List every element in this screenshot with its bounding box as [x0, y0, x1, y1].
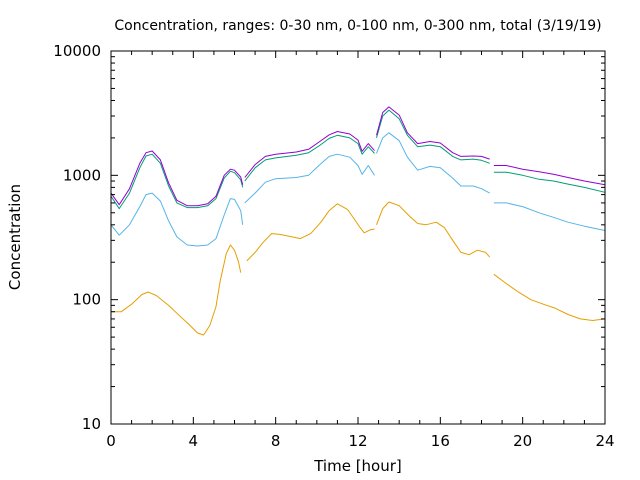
series-3-line: [376, 109, 490, 164]
series-1-line: [246, 203, 375, 262]
series-3-line: [244, 134, 375, 182]
series-2-line: [493, 202, 606, 231]
series-1-line: [493, 273, 606, 321]
series-1-line: [111, 244, 242, 336]
x-axis-title: Time [hour]: [313, 457, 402, 475]
series-3-line: [493, 171, 606, 193]
series-2-line: [244, 153, 375, 204]
x-tick-label: 4: [189, 432, 199, 450]
y-axis-title: Concentration: [6, 184, 24, 290]
y-tick-label: 100: [72, 291, 101, 309]
x-tick-label: 16: [431, 432, 450, 450]
series-layer: [110, 106, 606, 336]
x-tick-label: 0: [106, 432, 116, 450]
y-tick-label: 10000: [53, 42, 101, 60]
y-tick-label: 1000: [63, 166, 101, 184]
plot-frame: [110, 50, 606, 425]
series-4-line: [493, 165, 606, 186]
series-4-line: [110, 150, 244, 207]
x-tick-label: 20: [513, 432, 532, 450]
series-4-line: [244, 131, 375, 178]
x-tick-label: 12: [348, 432, 367, 450]
series-2-line: [110, 192, 244, 247]
chart-title: Concentration, ranges: 0-30 nm, 0-100 nm…: [114, 18, 601, 34]
series-4-line: [376, 106, 490, 160]
x-tick-label: 8: [271, 432, 281, 450]
axes-layer: 0 4 8 12 16 20 24 10 100 1000 10000: [53, 42, 614, 450]
series-2-line: [376, 132, 490, 194]
x-tick-label: 24: [595, 432, 614, 450]
y-tick-label: 10: [82, 415, 101, 433]
series-3-line: [110, 153, 244, 210]
series-1-line: [376, 201, 491, 258]
